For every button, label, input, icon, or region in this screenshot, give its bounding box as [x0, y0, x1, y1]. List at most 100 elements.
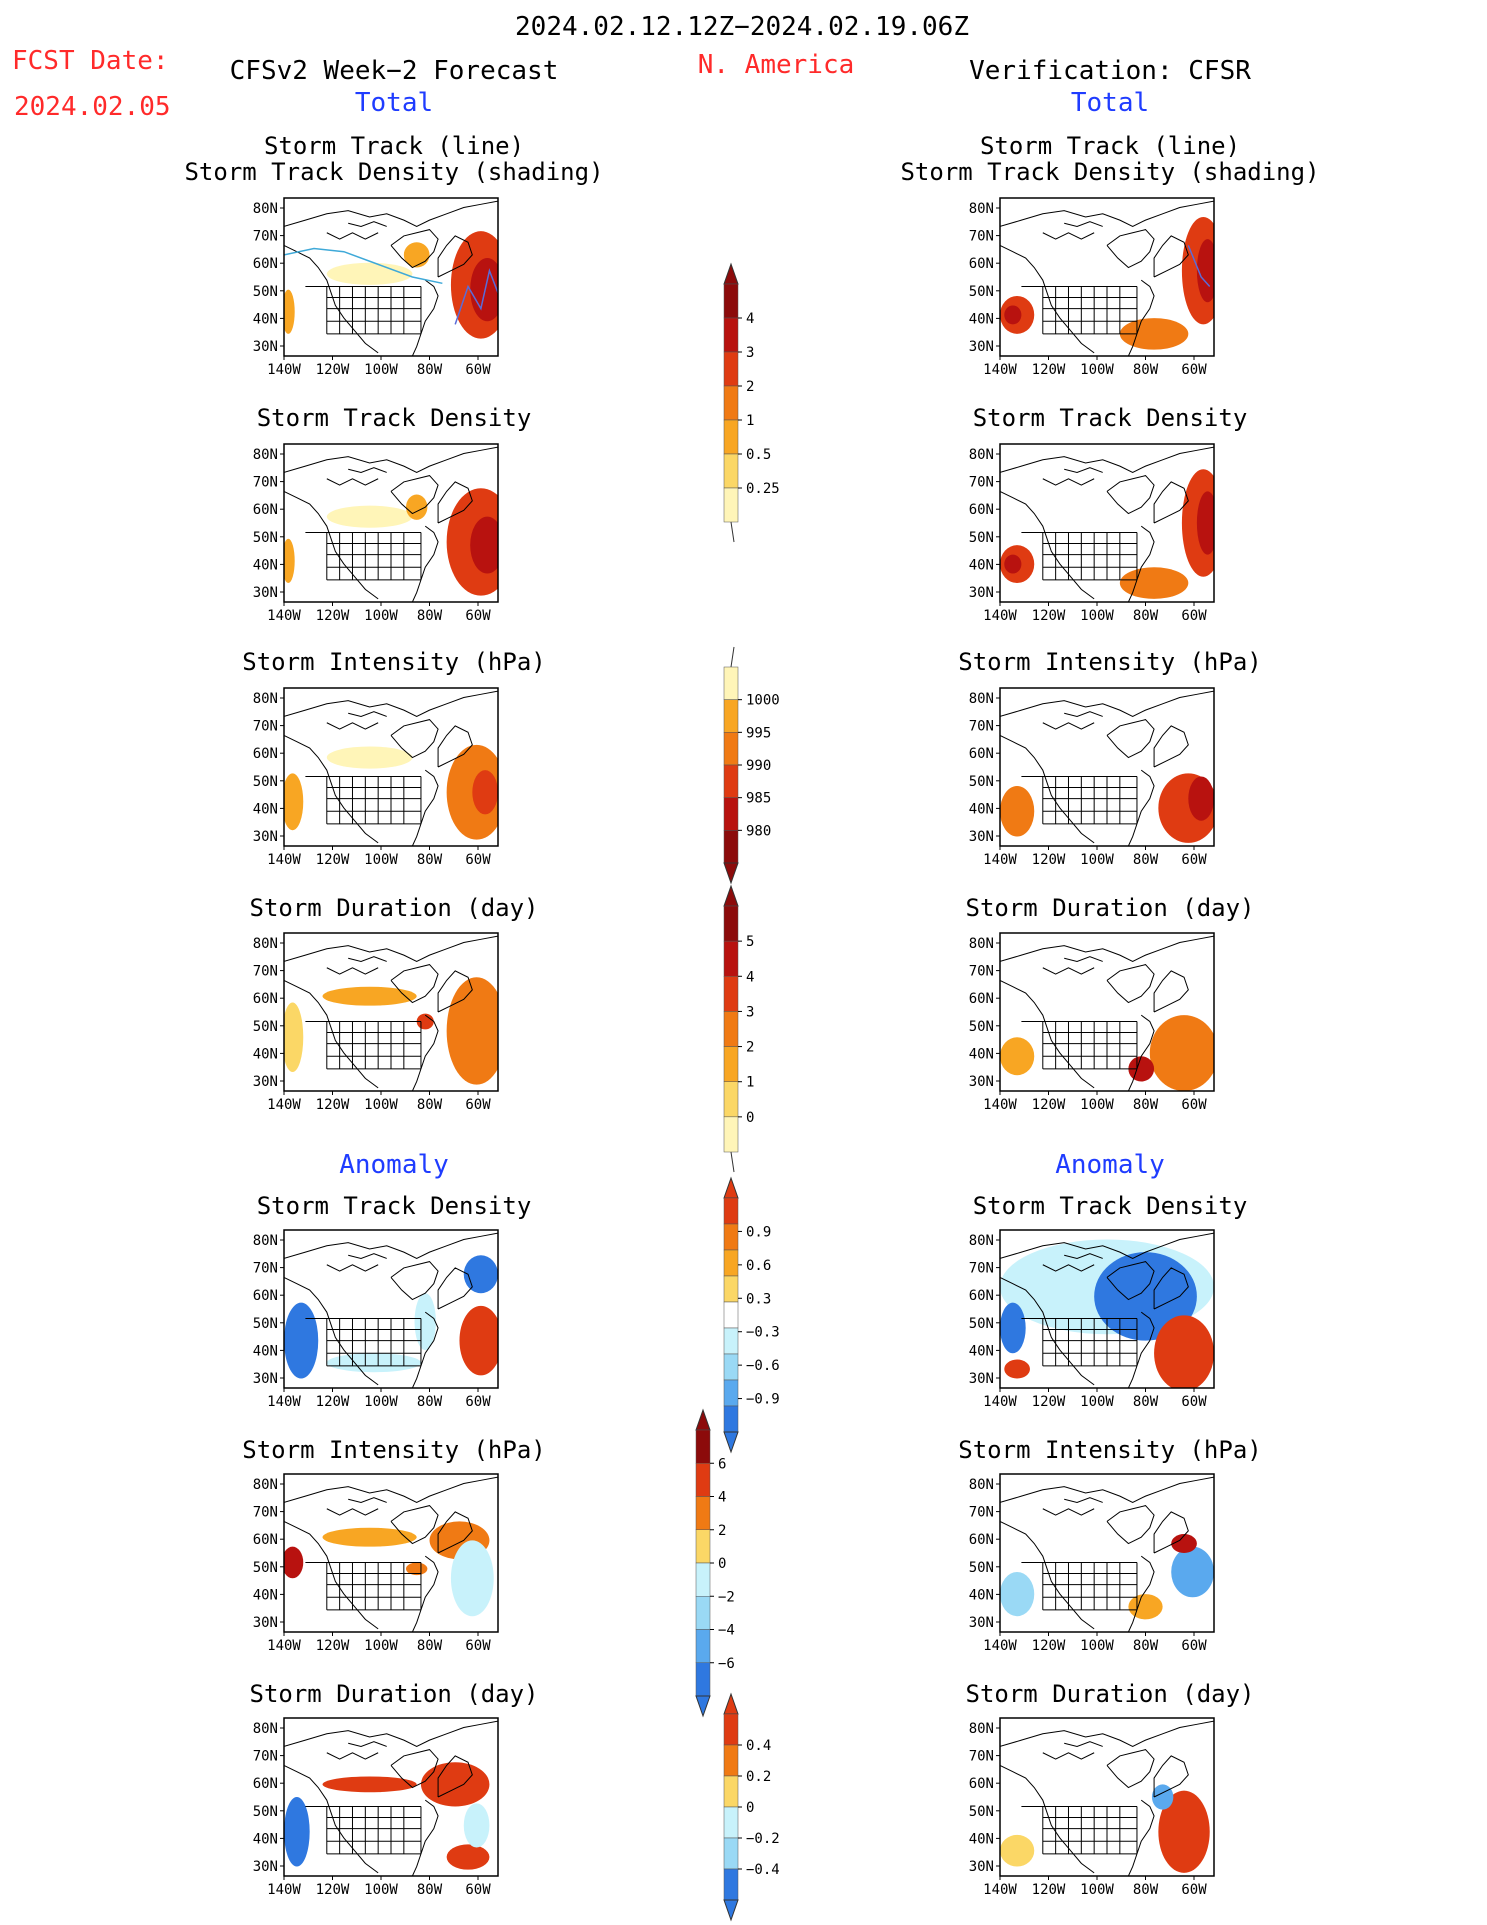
panel-title-track-line: Storm Track (line)	[263, 132, 525, 160]
shaded-region	[1188, 776, 1214, 821]
colorbar-segment	[695, 1463, 711, 1497]
colorbar-tick-label: 2	[718, 1523, 726, 1539]
colorbar-tick-label: 6	[718, 1456, 726, 1472]
map-verification-track: 80N 70N 60N 50N 40N 30N 140W 120W 100W 80W 60W	[969, 197, 1215, 378]
lon-tick-label: 140W	[267, 1638, 301, 1654]
shaded-region	[1171, 1534, 1197, 1553]
colorbar-segment	[723, 905, 739, 942]
shaded-region	[1196, 239, 1214, 303]
shaded-region	[322, 986, 417, 1006]
colorbar-segment	[695, 1429, 711, 1464]
colorbar-arrow	[695, 1695, 711, 1718]
lon-tick-label: 60W	[465, 852, 491, 868]
colorbar-tick-label: −6	[718, 1656, 735, 1672]
storm-track-line	[1187, 245, 1211, 287]
colorbar-segment	[723, 453, 739, 489]
lon-tick-label: 140W	[983, 1097, 1017, 1113]
coastline	[284, 1476, 498, 1632]
lat-tick-label: 60N	[969, 256, 994, 272]
lat-tick-label: 30N	[969, 1074, 994, 1090]
shaded-region	[1128, 1594, 1163, 1620]
lat-tick-label: 30N	[969, 1371, 994, 1387]
shaded-region	[459, 1305, 498, 1376]
map-frame	[283, 1229, 499, 1389]
colorbar-segment	[723, 830, 739, 864]
fcst-date-value: 2024.02.05	[14, 92, 171, 122]
lon-tick-label: 60W	[1181, 1394, 1207, 1410]
shaded-region	[326, 505, 413, 528]
lat-tick-label: 80N	[253, 1233, 278, 1249]
lat-tick-label: 50N	[969, 1316, 994, 1332]
coastline	[1000, 446, 1214, 602]
shaded-region	[446, 1844, 490, 1870]
colorbar-segment	[695, 1629, 711, 1663]
lat-tick-label: 80N	[253, 447, 278, 463]
coastline	[1000, 1476, 1214, 1632]
lat-tick-label: 70N	[969, 1749, 994, 1765]
colorbar-tick-label: −0.4	[746, 1862, 780, 1878]
lat-tick-label: 30N	[969, 339, 994, 355]
shaded-region	[1000, 785, 1035, 837]
map-forecast-density: 80N 70N 60N 50N 40N 30N 140W 120W 100W 80W 60W	[253, 443, 499, 624]
lon-tick-label: 60W	[1181, 1882, 1207, 1898]
map-frame	[283, 687, 499, 847]
lon-tick-label: 80W	[1133, 852, 1159, 868]
colorbar-anom-intensity: 6 4 2 0 −2 −4 −6	[695, 1408, 735, 1718]
lon-tick-label: 120W	[1032, 1638, 1066, 1654]
shaded-region	[284, 538, 295, 584]
lon-tick-label: 80W	[1133, 608, 1159, 624]
colorbar-segment	[723, 699, 739, 733]
shaded-region	[446, 977, 498, 1085]
lon-tick-label: 60W	[465, 1882, 491, 1898]
lat-tick-label: 80N	[253, 201, 278, 217]
lon-tick-label: 140W	[267, 608, 301, 624]
lat-tick-label: 50N	[253, 284, 278, 300]
coastline	[284, 200, 498, 356]
lon-tick-label: 120W	[1032, 852, 1066, 868]
panel-title-anom-density-verif: Storm Track Density	[972, 1192, 1248, 1220]
shaded-region	[322, 1776, 417, 1793]
lon-tick-label: 120W	[1032, 1882, 1066, 1898]
lat-tick-label: 30N	[969, 585, 994, 601]
shaded-region	[1004, 305, 1022, 325]
lon-tick-label: 60W	[465, 608, 491, 624]
shaded-region	[450, 1540, 494, 1617]
lat-tick-label: 80N	[253, 1721, 278, 1737]
right-total-label: Total	[1070, 88, 1150, 118]
coastline	[284, 1232, 498, 1388]
colorbar-density: 4 3 2 1 0.5 0.25	[723, 262, 780, 543]
lat-tick-label: 40N	[969, 1587, 994, 1603]
shading-layer	[1000, 1239, 1214, 1388]
panel-title-anom-duration: Storm Duration (day)	[249, 1680, 539, 1708]
panel-title-anom-duration-verif: Storm Duration (day)	[965, 1680, 1255, 1708]
lat-tick-label: 40N	[969, 557, 994, 573]
lat-tick-label: 70N	[253, 964, 278, 980]
colorbar-tick-label: 0	[718, 1556, 726, 1572]
shaded-region	[1000, 1571, 1035, 1617]
colorbar-tick-label: −0.6	[746, 1358, 780, 1374]
shading-layer	[284, 977, 498, 1085]
lat-tick-label: 50N	[253, 1019, 278, 1035]
map-frame	[999, 1473, 1215, 1633]
lon-tick-label: 100W	[364, 608, 398, 624]
lon-tick-label: 100W	[364, 362, 398, 378]
map-frame	[999, 1717, 1215, 1877]
colorbar-segment	[723, 1379, 739, 1407]
lat-tick-label: 30N	[253, 1371, 278, 1387]
lon-tick-label: 140W	[983, 1394, 1017, 1410]
shaded-region	[1158, 1790, 1210, 1873]
lat-tick-label: 60N	[253, 1532, 278, 1548]
lat-tick-label: 60N	[969, 1776, 994, 1792]
map-verification-anom-duration: 80N 70N 60N 50N 40N 30N 140W 120W 100W 80W 60W	[969, 1717, 1215, 1898]
coastline	[1000, 1720, 1214, 1876]
panel-title-anom-intensity-verif: Storm Intensity (hPa)	[958, 1436, 1262, 1464]
lat-tick-label: 60N	[969, 502, 994, 518]
lat-tick-label: 60N	[969, 1532, 994, 1548]
lon-tick-label: 100W	[364, 1638, 398, 1654]
lat-tick-label: 60N	[253, 991, 278, 1007]
left-anomaly-label: Anomaly	[339, 1150, 449, 1180]
lat-tick-label: 70N	[253, 719, 278, 735]
colorbar-segment	[723, 1353, 739, 1381]
panel-title-intensity-verif: Storm Intensity (hPa)	[958, 648, 1262, 676]
lat-tick-label: 80N	[969, 1233, 994, 1249]
